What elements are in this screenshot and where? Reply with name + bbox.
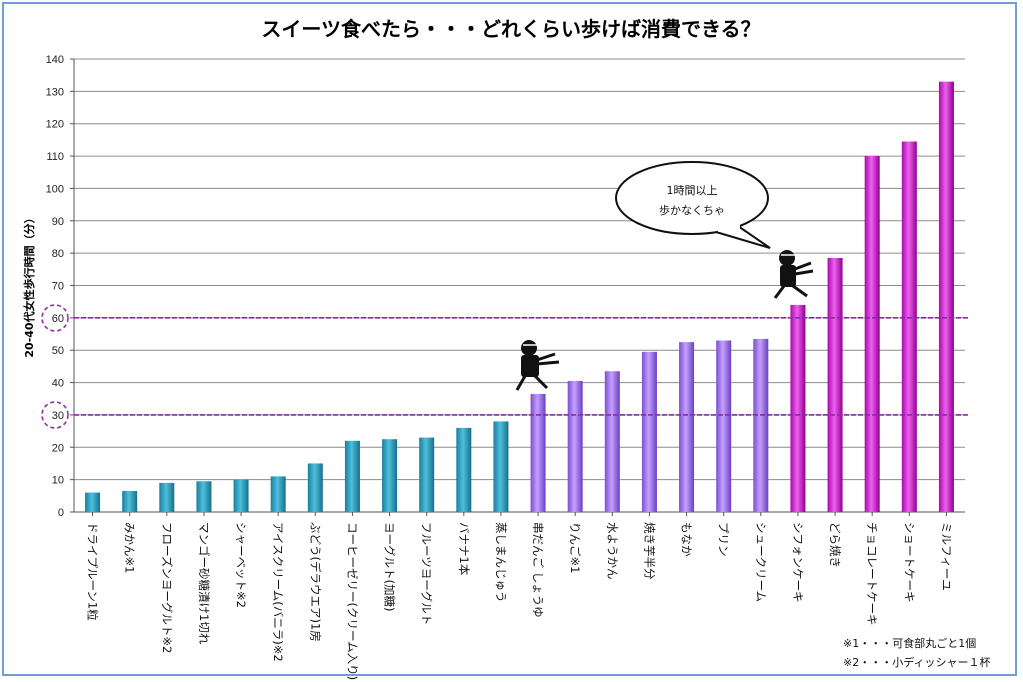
- bar: [196, 481, 212, 512]
- y-tick-label: 30: [52, 410, 64, 422]
- y-tick-label: 110: [46, 151, 64, 163]
- category-label: ミルフィーユ: [939, 522, 953, 591]
- bar: [419, 437, 435, 512]
- category-label: 蒸しまんじゅう: [494, 522, 508, 603]
- category-label: りんご※1: [568, 522, 582, 573]
- y-tick-label: 40: [52, 378, 64, 390]
- y-tick-label: 100: [46, 183, 64, 195]
- bars: [85, 81, 954, 513]
- bar: [790, 304, 806, 512]
- y-tick-label: 50: [52, 345, 64, 357]
- category-label: マンゴー砂糖漬け1切れ: [197, 522, 211, 645]
- y-axis-label: 20-40代女性歩行時間（分）: [22, 212, 36, 357]
- y-tick-label: 70: [52, 281, 64, 293]
- category-label: ドライプルーン1粒: [86, 522, 100, 621]
- category-label: どら焼き: [828, 522, 842, 568]
- category-label: コーヒーゼリー(クリーム入り): [345, 522, 359, 680]
- bar: [679, 342, 695, 512]
- category-label: シャーベット※2: [234, 522, 248, 608]
- bar: [456, 427, 472, 512]
- bar: [641, 351, 657, 512]
- bar: [567, 380, 583, 512]
- category-label: フローズンヨーグルト※2: [160, 522, 174, 653]
- bar: [938, 81, 954, 513]
- bar: [530, 393, 546, 512]
- bubble-text-2: 歩かなくちゃ: [659, 203, 725, 217]
- category-label: シュークリーム: [754, 522, 768, 602]
- y-tick-label: 120: [46, 119, 64, 131]
- highlight-60-icon: [41, 304, 69, 332]
- bar: [716, 340, 732, 512]
- y-tick-label: 60: [52, 313, 64, 325]
- bubble-text-1: 1時間以上: [667, 184, 718, 197]
- y-tick-label: 0: [58, 507, 64, 519]
- highlight-30-icon: [41, 401, 69, 429]
- y-tick-label: 130: [46, 86, 64, 98]
- bar: [307, 463, 323, 512]
- y-tick-label: 90: [52, 216, 64, 228]
- bar: [827, 257, 843, 512]
- category-label: チョコレートケーキ: [865, 522, 879, 626]
- bar: [159, 482, 175, 512]
- walking-figure-icon: [515, 340, 560, 391]
- category-label: アイスクリーム(バニラ)※2: [271, 522, 285, 662]
- bar: [901, 141, 917, 512]
- category-labels: ドライプルーン1粒 みかん※1 フローズンヨーグルト※2 マンゴー砂糖漬け1切れ シャー…: [86, 522, 954, 680]
- category-label: ヨーグルト(加糖): [383, 522, 397, 611]
- bar: [604, 371, 620, 512]
- y-axis-ticks: 0 10 20 30 40 50 60 70 80 90 100 110 120 130 140: [46, 54, 64, 519]
- y-tick-label: 20: [52, 442, 64, 454]
- bar: [85, 492, 101, 512]
- bar: [382, 439, 398, 512]
- y-tick-label: 10: [52, 475, 64, 487]
- footnote-1: ※1・・・可食部丸ごと1個: [843, 636, 976, 650]
- y-tick-label: 140: [46, 54, 64, 66]
- bar: [753, 338, 769, 512]
- bar: [122, 490, 138, 512]
- bar: [270, 476, 286, 512]
- category-label: シフォンケーキ: [791, 522, 805, 603]
- category-label: みかん※1: [123, 522, 137, 573]
- bar: [344, 440, 360, 512]
- category-label: 水ようかん: [605, 522, 619, 580]
- category-label: 焼き芋半分: [642, 522, 656, 580]
- category-label: 串だんご しょうゆ: [531, 522, 545, 618]
- category-label: バナナ1本: [457, 522, 471, 576]
- y-tick-label: 80: [52, 248, 64, 260]
- bar: [864, 156, 880, 513]
- bar: [233, 479, 249, 512]
- walking-figure-icon: [773, 250, 814, 299]
- category-label: ぶどう(デラウエア)1房: [308, 522, 322, 642]
- category-label: フルーツヨーグルト: [420, 522, 434, 625]
- category-label: ショートケーキ: [902, 522, 916, 603]
- bar: [493, 421, 509, 512]
- chart-title: スイーツ食べたら・・・どれくらい歩けば消費できる？: [261, 17, 760, 41]
- category-label: もなか: [680, 522, 694, 557]
- reference-lines: [74, 317, 969, 416]
- category-label: プリン: [717, 522, 731, 557]
- speech-bubble: 1時間以上 歩かなくちゃ: [615, 161, 771, 249]
- footnote-2: ※2・・・小ディッシャー１杯: [843, 655, 990, 669]
